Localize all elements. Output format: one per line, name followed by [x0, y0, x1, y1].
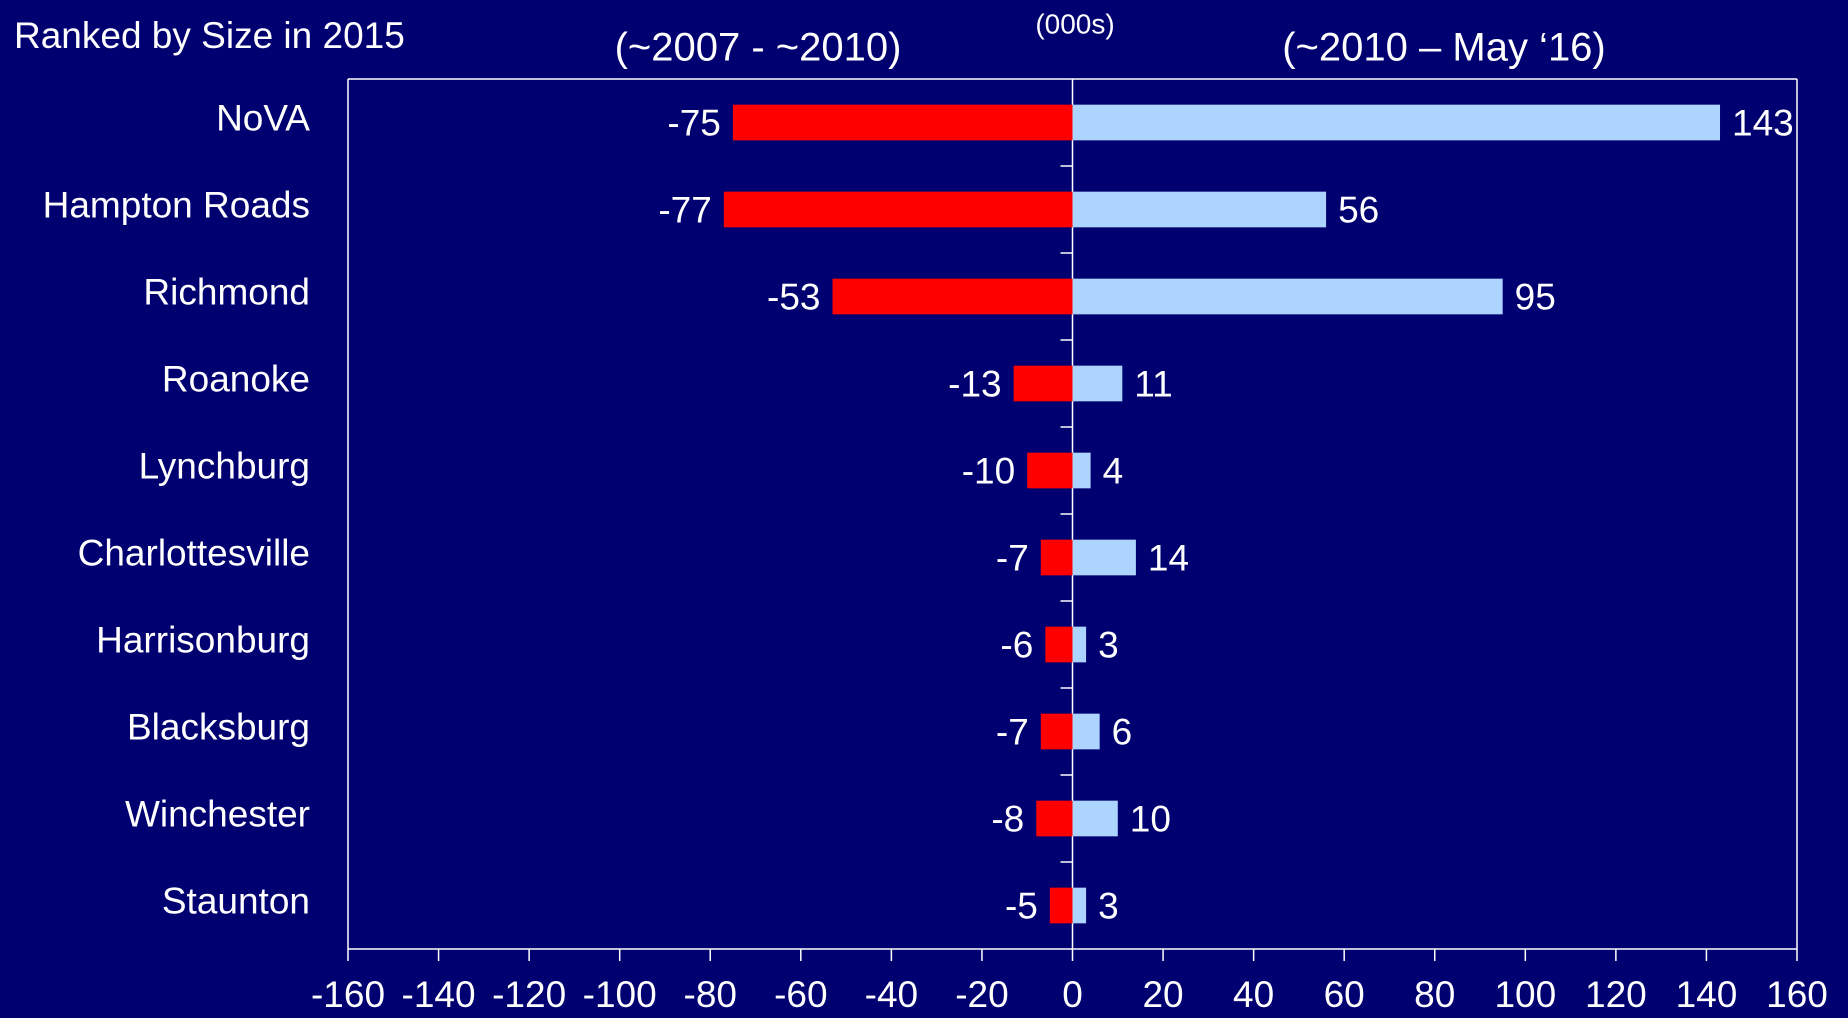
bar	[1072, 800, 1118, 837]
x-tick-label: -160	[311, 974, 385, 1015]
y-tick-label: Winchester	[125, 793, 310, 834]
bar	[1027, 452, 1073, 489]
data-label: -13	[948, 363, 1001, 404]
x-tick-label: -40	[865, 974, 918, 1015]
bar	[723, 191, 1073, 228]
bar	[1072, 104, 1721, 141]
x-tick-label: -60	[774, 974, 827, 1015]
data-label: 95	[1515, 276, 1556, 317]
data-label: -75	[667, 102, 720, 143]
x-tick-label: -100	[583, 974, 657, 1015]
data-label: -77	[658, 189, 711, 230]
x-tick-label: 60	[1324, 974, 1365, 1015]
bar	[1072, 365, 1123, 402]
unit-label: (000s)	[1035, 8, 1114, 39]
y-tick-label: Charlottesville	[78, 532, 310, 573]
y-tick-label: Staunton	[162, 880, 310, 921]
data-label: 4	[1103, 450, 1124, 491]
bar	[1072, 278, 1503, 315]
bar	[1072, 539, 1136, 576]
series-header: (~2007 - ~2010)	[615, 26, 902, 70]
bar	[1072, 713, 1100, 750]
bar	[1072, 626, 1087, 663]
x-tick-label: 160	[1766, 974, 1828, 1015]
data-label: 11	[1134, 363, 1172, 404]
data-label: -5	[1005, 885, 1038, 926]
x-tick-label: 0	[1062, 974, 1083, 1015]
bar	[832, 278, 1073, 315]
data-label: 3	[1098, 885, 1119, 926]
data-label: -8	[991, 798, 1024, 839]
y-tick-label: Roanoke	[162, 358, 310, 399]
x-tick-label: -80	[684, 974, 737, 1015]
data-label: 6	[1112, 711, 1133, 752]
data-label: 14	[1148, 537, 1189, 578]
x-tick-label: 40	[1233, 974, 1274, 1015]
x-tick-label: 20	[1142, 974, 1183, 1015]
y-tick-label: Richmond	[143, 271, 310, 312]
bar	[1049, 887, 1073, 924]
data-label: -7	[996, 711, 1029, 752]
data-label: -7	[996, 537, 1029, 578]
bar	[732, 104, 1073, 141]
y-tick-label: Harrisonburg	[96, 619, 310, 660]
x-tick-label: -140	[402, 974, 476, 1015]
y-tick-label: Hampton Roads	[43, 184, 310, 225]
y-tick-label: NoVA	[216, 97, 310, 138]
bar	[1072, 452, 1091, 489]
data-label: -53	[767, 276, 820, 317]
chart-title: Ranked by Size in 2015	[14, 15, 405, 56]
data-label: -6	[1000, 624, 1033, 665]
x-tick-label: 120	[1585, 974, 1647, 1015]
bar	[1072, 191, 1327, 228]
bar	[1013, 365, 1073, 402]
y-tick-label: Blacksburg	[127, 706, 310, 747]
data-label: 10	[1130, 798, 1171, 839]
x-tick-label: -120	[492, 974, 566, 1015]
x-tick-label: 80	[1414, 974, 1455, 1015]
x-tick-label: 100	[1494, 974, 1556, 1015]
x-tick-label: -20	[955, 974, 1008, 1015]
bar	[1072, 887, 1087, 924]
x-tick-label: 140	[1676, 974, 1738, 1015]
bar	[1036, 800, 1073, 837]
bar	[1045, 626, 1073, 663]
bar	[1040, 539, 1073, 576]
y-tick-label: Lynchburg	[139, 445, 310, 486]
data-label: -10	[962, 450, 1015, 491]
bar	[1040, 713, 1073, 750]
data-label: 56	[1338, 189, 1379, 230]
series-header: (~2010 – May ‘16)	[1282, 26, 1606, 70]
data-label: 3	[1098, 624, 1119, 665]
data-label: 143	[1732, 102, 1794, 143]
